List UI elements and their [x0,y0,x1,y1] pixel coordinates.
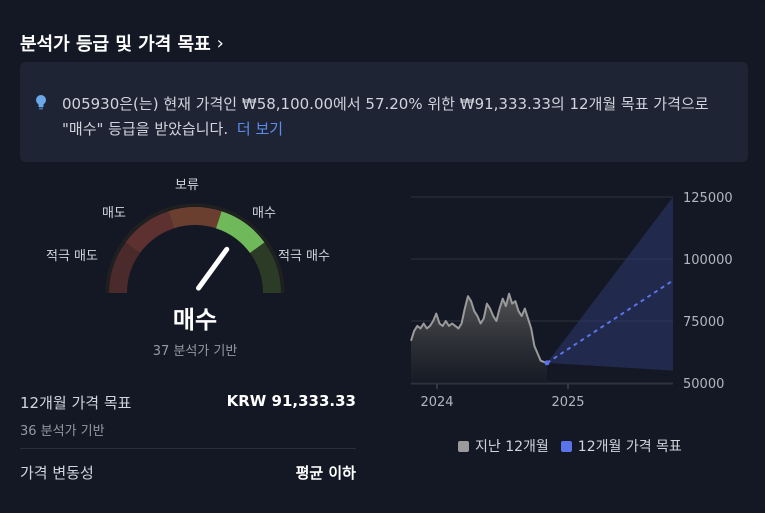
y-tick-label: 50000 [683,377,724,392]
legend-item-past[interactable]: 지난 12개월 [458,436,549,456]
chart-legend: 지난 12개월 12개월 가격 목표 [458,436,682,456]
current-price-point [544,360,550,366]
price-target-label: 12개월 가격 목표 [20,394,132,412]
price-target-value: KRW 91,333.33 [226,392,356,410]
gauge-outline [105,203,285,294]
rating-gauge: 적극 매도 매도 보류 매수 적극 매수 [0,170,390,370]
rating-value: 매수 [172,306,218,334]
target-range-cone [547,197,673,371]
gauge-segment-neutral [168,207,222,229]
legend-item-target[interactable]: 12개월 가격 목표 [560,436,682,456]
legend-swatch-target [560,440,572,452]
summary-text: 005930은(는) 현재 가격인 ₩58,100.00에서 57.20% 위한… [62,95,709,138]
target-price-line [546,279,674,364]
x-tick-label: 2025 [551,395,584,410]
gauge-segment-strong-buy [250,242,281,293]
x-tick-label: 2024 [420,395,453,410]
section-title-link[interactable]: 분석가 등급 및 가격 목표 › [20,30,224,56]
rating-summary-box: 005930은(는) 현재 가격인 ₩58,100.00에서 57.20% 위한… [20,62,748,162]
volatility-row: 가격 변동성 평균 이하 [20,462,356,483]
legend-label-past: 지난 12개월 [475,439,549,455]
past-area [411,293,547,383]
gauge-dial [105,203,285,294]
chevron-right-icon: › [216,32,224,54]
gauge-label-neutral: 보류 [175,178,199,193]
gauge-label-buy: 매수 [252,206,276,221]
price-chart: 125000 100000 75000 50000 2024 2025 [410,191,733,410]
gauge-segment-buy [216,211,265,254]
rating-basis: 37 분석가 기반 [152,344,238,359]
gauge-segment-sell [125,211,174,254]
gauge-segment-strong-sell [109,242,140,293]
price-target-row: 12개월 가격 목표 KRW 91,333.33 [20,392,356,413]
more-link[interactable]: 더 보기 [236,120,284,138]
legend-swatch-past [458,440,469,452]
past-price-line [410,292,548,364]
section-title: 분석가 등급 및 가격 목표 [20,34,211,55]
gauge-label-sell: 매도 [102,206,126,221]
volatility-value: 평균 이하 [295,464,356,482]
lightbulb-icon [36,95,46,110]
legend-label-target: 12개월 가격 목표 [577,439,682,455]
gauge-needle [196,246,230,291]
gauge-label-strong-buy: 적극 매수 [278,249,330,264]
volatility-label: 가격 변동성 [20,464,94,482]
divider [20,448,356,449]
price-target-basis: 36 분석가 기반 [20,424,105,439]
y-tick-label: 125000 [683,191,733,206]
gauge-label-strong-sell: 적극 매도 [46,249,98,264]
y-tick-label: 75000 [683,315,724,330]
y-tick-label: 100000 [683,253,733,268]
